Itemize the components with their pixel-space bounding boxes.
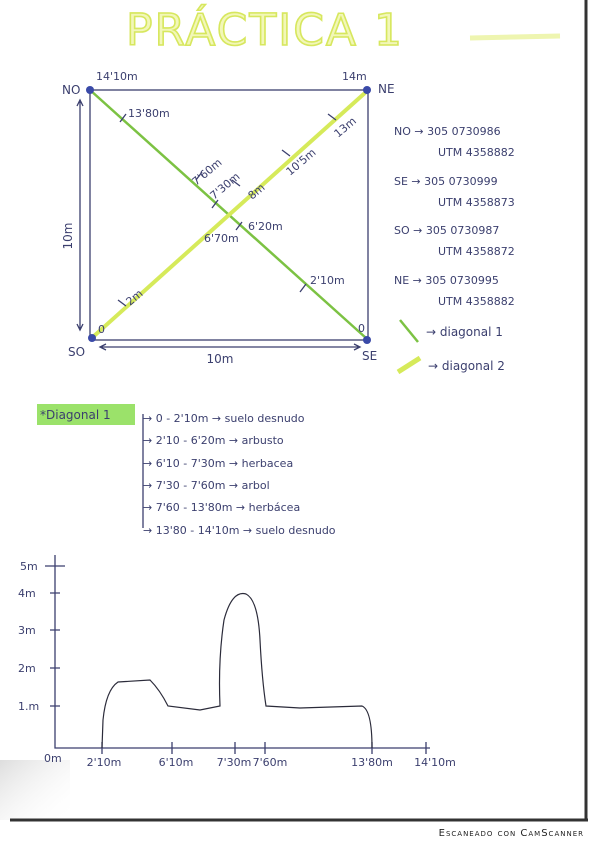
coordinate: NE → 305 0730995	[394, 274, 499, 287]
utm: UTM 4358873	[438, 196, 515, 209]
corner-label: SO	[68, 345, 85, 359]
heading: *Diagonal 1	[40, 408, 111, 422]
corner-label: SE	[362, 349, 377, 363]
title: PRÁCTICA 1	[126, 3, 404, 56]
corner-label: NO	[62, 83, 80, 97]
segment: → 7'60 - 13'80m → herbácea	[143, 501, 300, 514]
utm: UTM 4358882	[438, 295, 515, 308]
legend-label: → diagonal 2	[428, 359, 505, 373]
segment: → 2'10 - 6'20m → arbusto	[143, 434, 284, 447]
x-label: 6'10m	[159, 756, 194, 769]
segment: → 0 - 2'10m → suelo desnudo	[143, 412, 305, 425]
corner-point	[88, 334, 96, 342]
y-label: 5m	[20, 560, 38, 573]
smudge	[469, 33, 561, 41]
tick-marks	[117, 113, 337, 307]
segment: → 13'80 - 14'10m → suelo desnudo	[143, 524, 336, 537]
coordinate: NO → 305 0730986	[394, 125, 501, 138]
utm: UTM 4358882	[438, 146, 515, 159]
measure: 0	[98, 323, 105, 336]
measure: 6'70m	[204, 232, 239, 245]
utm: UTM 4358872	[438, 245, 515, 258]
x-label: 7'30m	[217, 756, 252, 769]
legend-label: → diagonal 1	[426, 325, 503, 339]
measure: 13'80m	[128, 107, 170, 120]
y-label: 4m	[18, 587, 36, 600]
measure: 2'10m	[310, 274, 345, 287]
x-label: 2'10m	[87, 756, 122, 769]
corner-point	[363, 86, 371, 94]
measure: 0	[358, 322, 365, 335]
corner-label: NE	[378, 82, 395, 96]
measure: 14'10m	[96, 70, 138, 83]
y-label: 1.m	[18, 700, 39, 713]
measure: 10m	[61, 223, 75, 250]
diagonal-2	[92, 90, 368, 338]
plot-outline	[89, 89, 369, 341]
segment: → 6'10 - 7'30m → herbacea	[143, 457, 293, 470]
measure: 6'20m	[248, 220, 283, 233]
profile-curve	[101, 592, 373, 749]
measure: 10m	[207, 352, 234, 366]
scan-shadow	[0, 760, 70, 820]
legend-swatch	[396, 355, 422, 375]
corner-point	[363, 336, 371, 344]
y-label: 0m	[44, 752, 62, 765]
legend-swatch	[399, 319, 419, 343]
y-label: 3m	[18, 624, 36, 637]
corner-point	[86, 86, 94, 94]
coordinate: SO → 305 0730987	[394, 224, 499, 237]
coordinate: SE → 305 0730999	[394, 175, 498, 188]
x-label: 7'60m	[253, 756, 288, 769]
measure: 14m	[342, 70, 367, 83]
y-label: 2m	[18, 662, 36, 675]
segment: → 7'30 - 7'60m → arbol	[143, 479, 270, 492]
footer: Escaneado con CamScanner	[439, 828, 584, 839]
dimension-arrows	[76, 98, 362, 351]
x-label: 13'80m	[351, 756, 393, 769]
x-label: 14'10m	[414, 756, 456, 769]
highlight	[37, 404, 135, 425]
